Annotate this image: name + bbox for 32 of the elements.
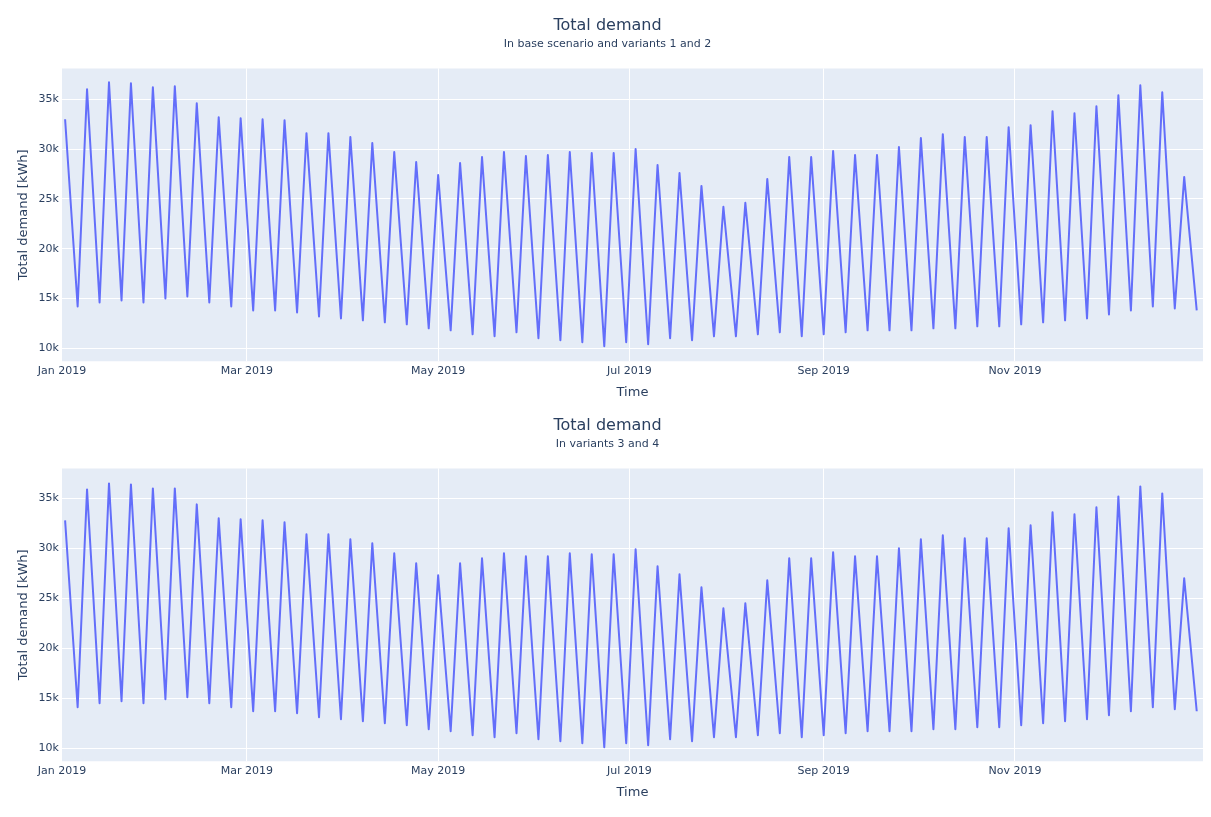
x-tick-label: Nov 2019 <box>988 363 1042 377</box>
y-axis-title: Total demand [kWh] <box>15 149 31 282</box>
chart-subtitle: In base scenario and variants 1 and 2 <box>503 36 712 50</box>
x-tick-label: Jan 2019 <box>36 363 87 377</box>
y-tick-label: 30k <box>38 141 60 155</box>
y-tick-label: 25k <box>38 191 60 205</box>
chart-subtitle: In variants 3 and 4 <box>555 436 660 450</box>
y-tick-label: 30k <box>38 541 60 555</box>
y-tick-label: 25k <box>38 591 60 605</box>
x-tick-label: Mar 2019 <box>220 763 274 777</box>
x-tick-label: Sep 2019 <box>797 363 850 377</box>
y-tick-label: 10k <box>38 341 60 355</box>
y-tick-label: 15k <box>38 291 60 305</box>
y-tick-label: 15k <box>38 691 60 705</box>
x-tick-label: Jul 2019 <box>605 363 652 377</box>
chart-title: Total demand <box>552 414 662 434</box>
chart-title: Total demand <box>552 14 662 34</box>
x-axis-title: Time <box>615 383 649 399</box>
y-tick-label: 20k <box>38 241 60 255</box>
x-axis-title: Time <box>615 783 649 799</box>
x-tick-label: Jan 2019 <box>36 763 87 777</box>
x-tick-label: Nov 2019 <box>988 763 1042 777</box>
x-tick-label: Sep 2019 <box>797 763 850 777</box>
x-tick-label: May 2019 <box>411 363 466 377</box>
y-tick-label: 20k <box>38 641 60 655</box>
x-tick-label: Jul 2019 <box>605 763 652 777</box>
x-tick-label: May 2019 <box>411 763 466 777</box>
y-tick-label: 10k <box>38 741 60 755</box>
y-axis-title: Total demand [kWh] <box>15 549 31 682</box>
y-tick-label: 35k <box>38 92 60 106</box>
x-tick-label: Mar 2019 <box>220 363 274 377</box>
y-tick-label: 35k <box>38 491 60 505</box>
